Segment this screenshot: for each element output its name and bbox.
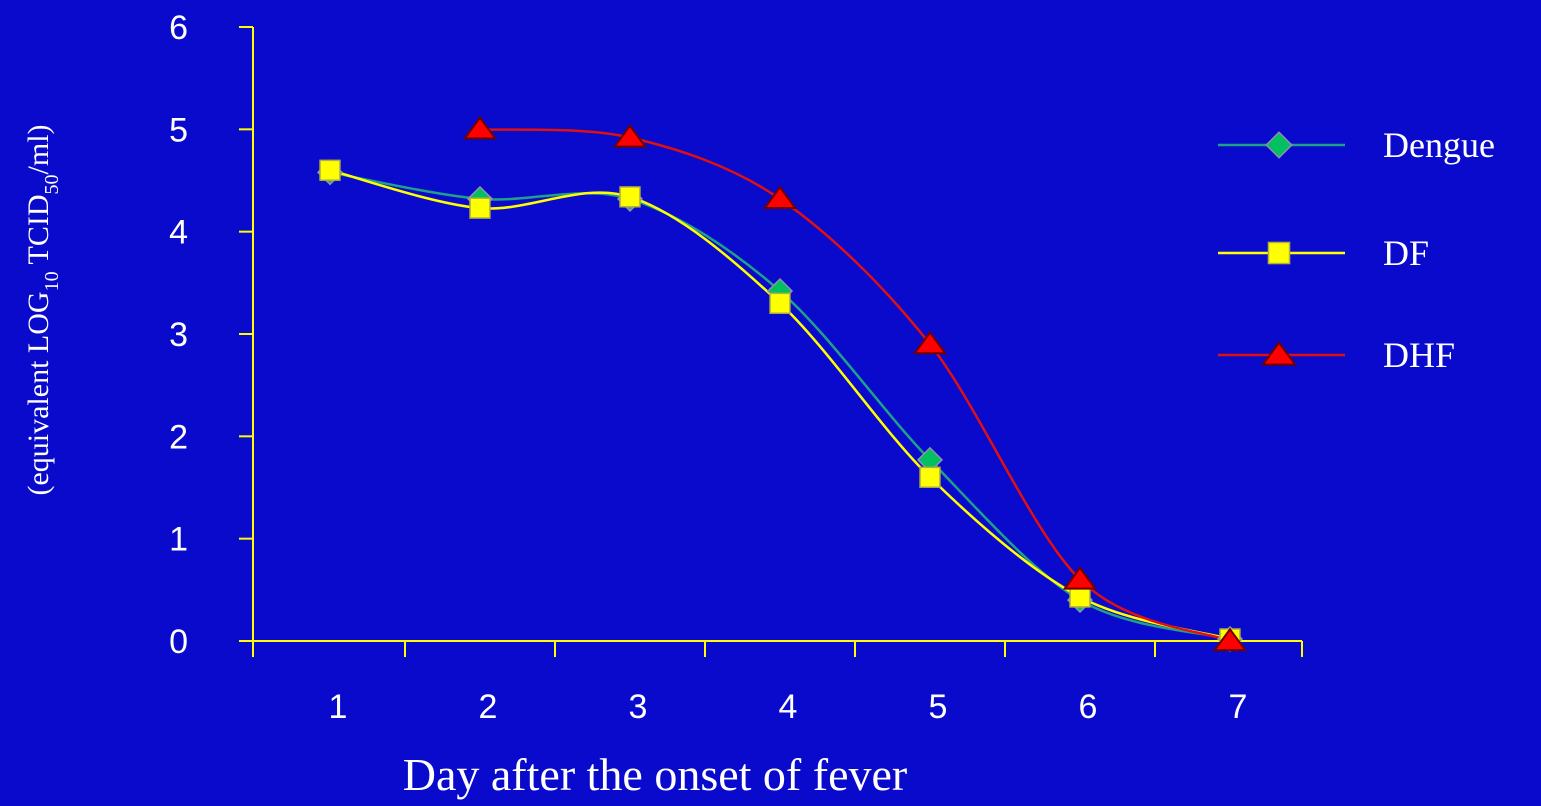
x-tick-label: 3 [629, 688, 648, 726]
axes: 0 1 2 3 4 5 6 1 2 3 4 5 6 7 [169, 9, 1303, 726]
data-point-df [469, 197, 491, 219]
series-line-df [329, 169, 1231, 641]
y-axis-title-middle: TCID [22, 194, 55, 271]
series-markers [316, 115, 1248, 653]
legend-marker-dhf [1260, 340, 1298, 366]
data-point-dhf [1062, 566, 1098, 590]
legend-label-df: DF [1383, 233, 1429, 273]
y-tick-label: 4 [169, 214, 188, 252]
data-point-dhf [462, 115, 498, 140]
data-point-dhf [912, 330, 948, 355]
legend-marker-dengue [1265, 131, 1293, 159]
legend-marker-df [1267, 241, 1291, 265]
y-axis-title-suffix: /ml) [22, 124, 55, 174]
data-point-df [769, 292, 791, 314]
y-tick-label: 6 [169, 9, 188, 47]
y-axis-title-prefix: (equivalent LOG [22, 291, 55, 495]
y-tick-label: 2 [169, 418, 188, 456]
legend-label-dengue: Dengue [1383, 125, 1495, 165]
y-tick-label: 3 [169, 316, 188, 354]
y-axis-title-sub2: 50 [41, 174, 63, 194]
data-point-df [319, 159, 341, 181]
data-point-dhf [762, 185, 798, 209]
data-point-df [919, 466, 941, 488]
x-tick-label: 7 [1229, 688, 1248, 726]
data-point-df [1069, 586, 1091, 608]
x-tick-label: 2 [479, 688, 498, 726]
data-point-dhf [612, 124, 648, 148]
x-tick-label: 5 [929, 688, 948, 726]
y-tick-label: 0 [169, 623, 188, 661]
x-tick-label: 1 [329, 688, 348, 726]
y-axis-title: (equivalent LOG10 TCID50/ml) [22, 124, 63, 495]
series-line-dhf [479, 128, 1231, 643]
x-tick-label: 6 [1079, 688, 1098, 726]
x-axis-title: Day after the onset of fever [403, 749, 907, 800]
data-point-dhf [1212, 627, 1248, 652]
y-axis-title-sub1: 10 [41, 271, 63, 291]
y-tick-label: 5 [169, 111, 188, 149]
y-tick-label: 1 [169, 521, 188, 559]
x-tick-label: 4 [779, 688, 798, 726]
data-point-df [619, 186, 641, 208]
series-line-dengue [329, 171, 1231, 641]
legend-label-dhf: DHF [1383, 335, 1455, 375]
legend: Dengue DF DHF [1218, 125, 1495, 375]
